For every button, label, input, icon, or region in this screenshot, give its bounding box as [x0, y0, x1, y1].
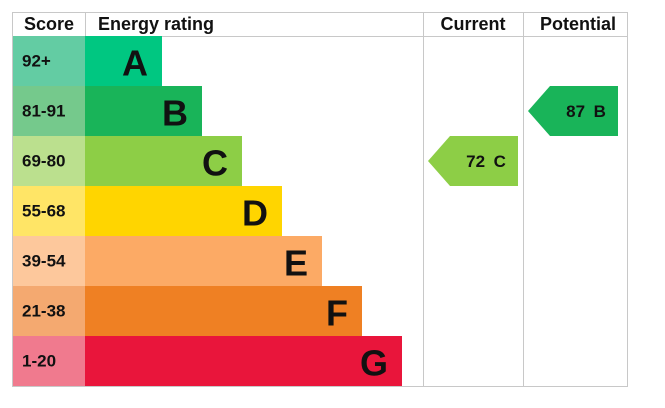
rating-letter: B — [162, 93, 188, 134]
rating-letter: D — [242, 193, 268, 234]
score-cell — [13, 236, 85, 286]
score-label: 81-91 — [22, 102, 65, 121]
score-cell — [13, 186, 85, 236]
potential-letter: B — [594, 102, 606, 121]
header-rating: Energy rating — [98, 14, 214, 34]
score-label: 21-38 — [22, 302, 65, 321]
potential-arrow — [528, 86, 618, 136]
rating-bar — [85, 86, 202, 136]
rating-letter: F — [326, 293, 348, 334]
current-label: 72 C — [466, 152, 506, 171]
rating-bar — [85, 36, 162, 86]
rating-letter: A — [122, 43, 148, 84]
rating-bar — [85, 136, 242, 186]
header-potential: Potential — [540, 14, 616, 34]
score-label: 1-20 — [22, 352, 56, 371]
score-label: 92+ — [22, 52, 51, 71]
current-letter: C — [494, 152, 506, 171]
current-value: 72 — [466, 152, 485, 171]
score-cell — [13, 336, 85, 386]
score-label: 69-80 — [22, 152, 65, 171]
score-cell — [13, 36, 85, 86]
potential-value: 87 — [566, 102, 585, 121]
score-cell — [13, 86, 85, 136]
frame — [12, 12, 628, 387]
rating-bar — [85, 186, 282, 236]
score-cell — [13, 286, 85, 336]
header-current: Current — [440, 14, 505, 34]
current-arrow — [428, 136, 518, 186]
rating-bar — [85, 336, 402, 386]
rating-letter: G — [360, 343, 388, 384]
header-score: Score — [24, 14, 74, 34]
rating-letter: E — [284, 243, 308, 284]
rating-bar — [85, 286, 362, 336]
score-label: 55-68 — [22, 202, 65, 221]
rating-bar — [85, 236, 322, 286]
potential-label: 87 B — [566, 102, 606, 121]
score-cell — [13, 136, 85, 186]
score-label: 39-54 — [22, 252, 66, 271]
rating-letter: C — [202, 143, 228, 184]
